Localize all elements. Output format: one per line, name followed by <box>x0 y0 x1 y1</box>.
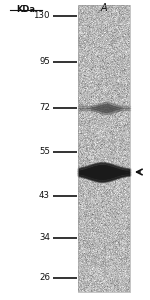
Text: KDa: KDa <box>16 5 36 14</box>
Text: 55: 55 <box>39 148 50 157</box>
Text: 26: 26 <box>39 274 50 283</box>
Text: 43: 43 <box>39 191 50 200</box>
Text: A: A <box>101 3 107 13</box>
Bar <box>78 5 130 292</box>
Text: 72: 72 <box>39 103 50 112</box>
Text: 95: 95 <box>39 58 50 67</box>
Text: 34: 34 <box>39 233 50 242</box>
Text: 130: 130 <box>33 11 50 20</box>
